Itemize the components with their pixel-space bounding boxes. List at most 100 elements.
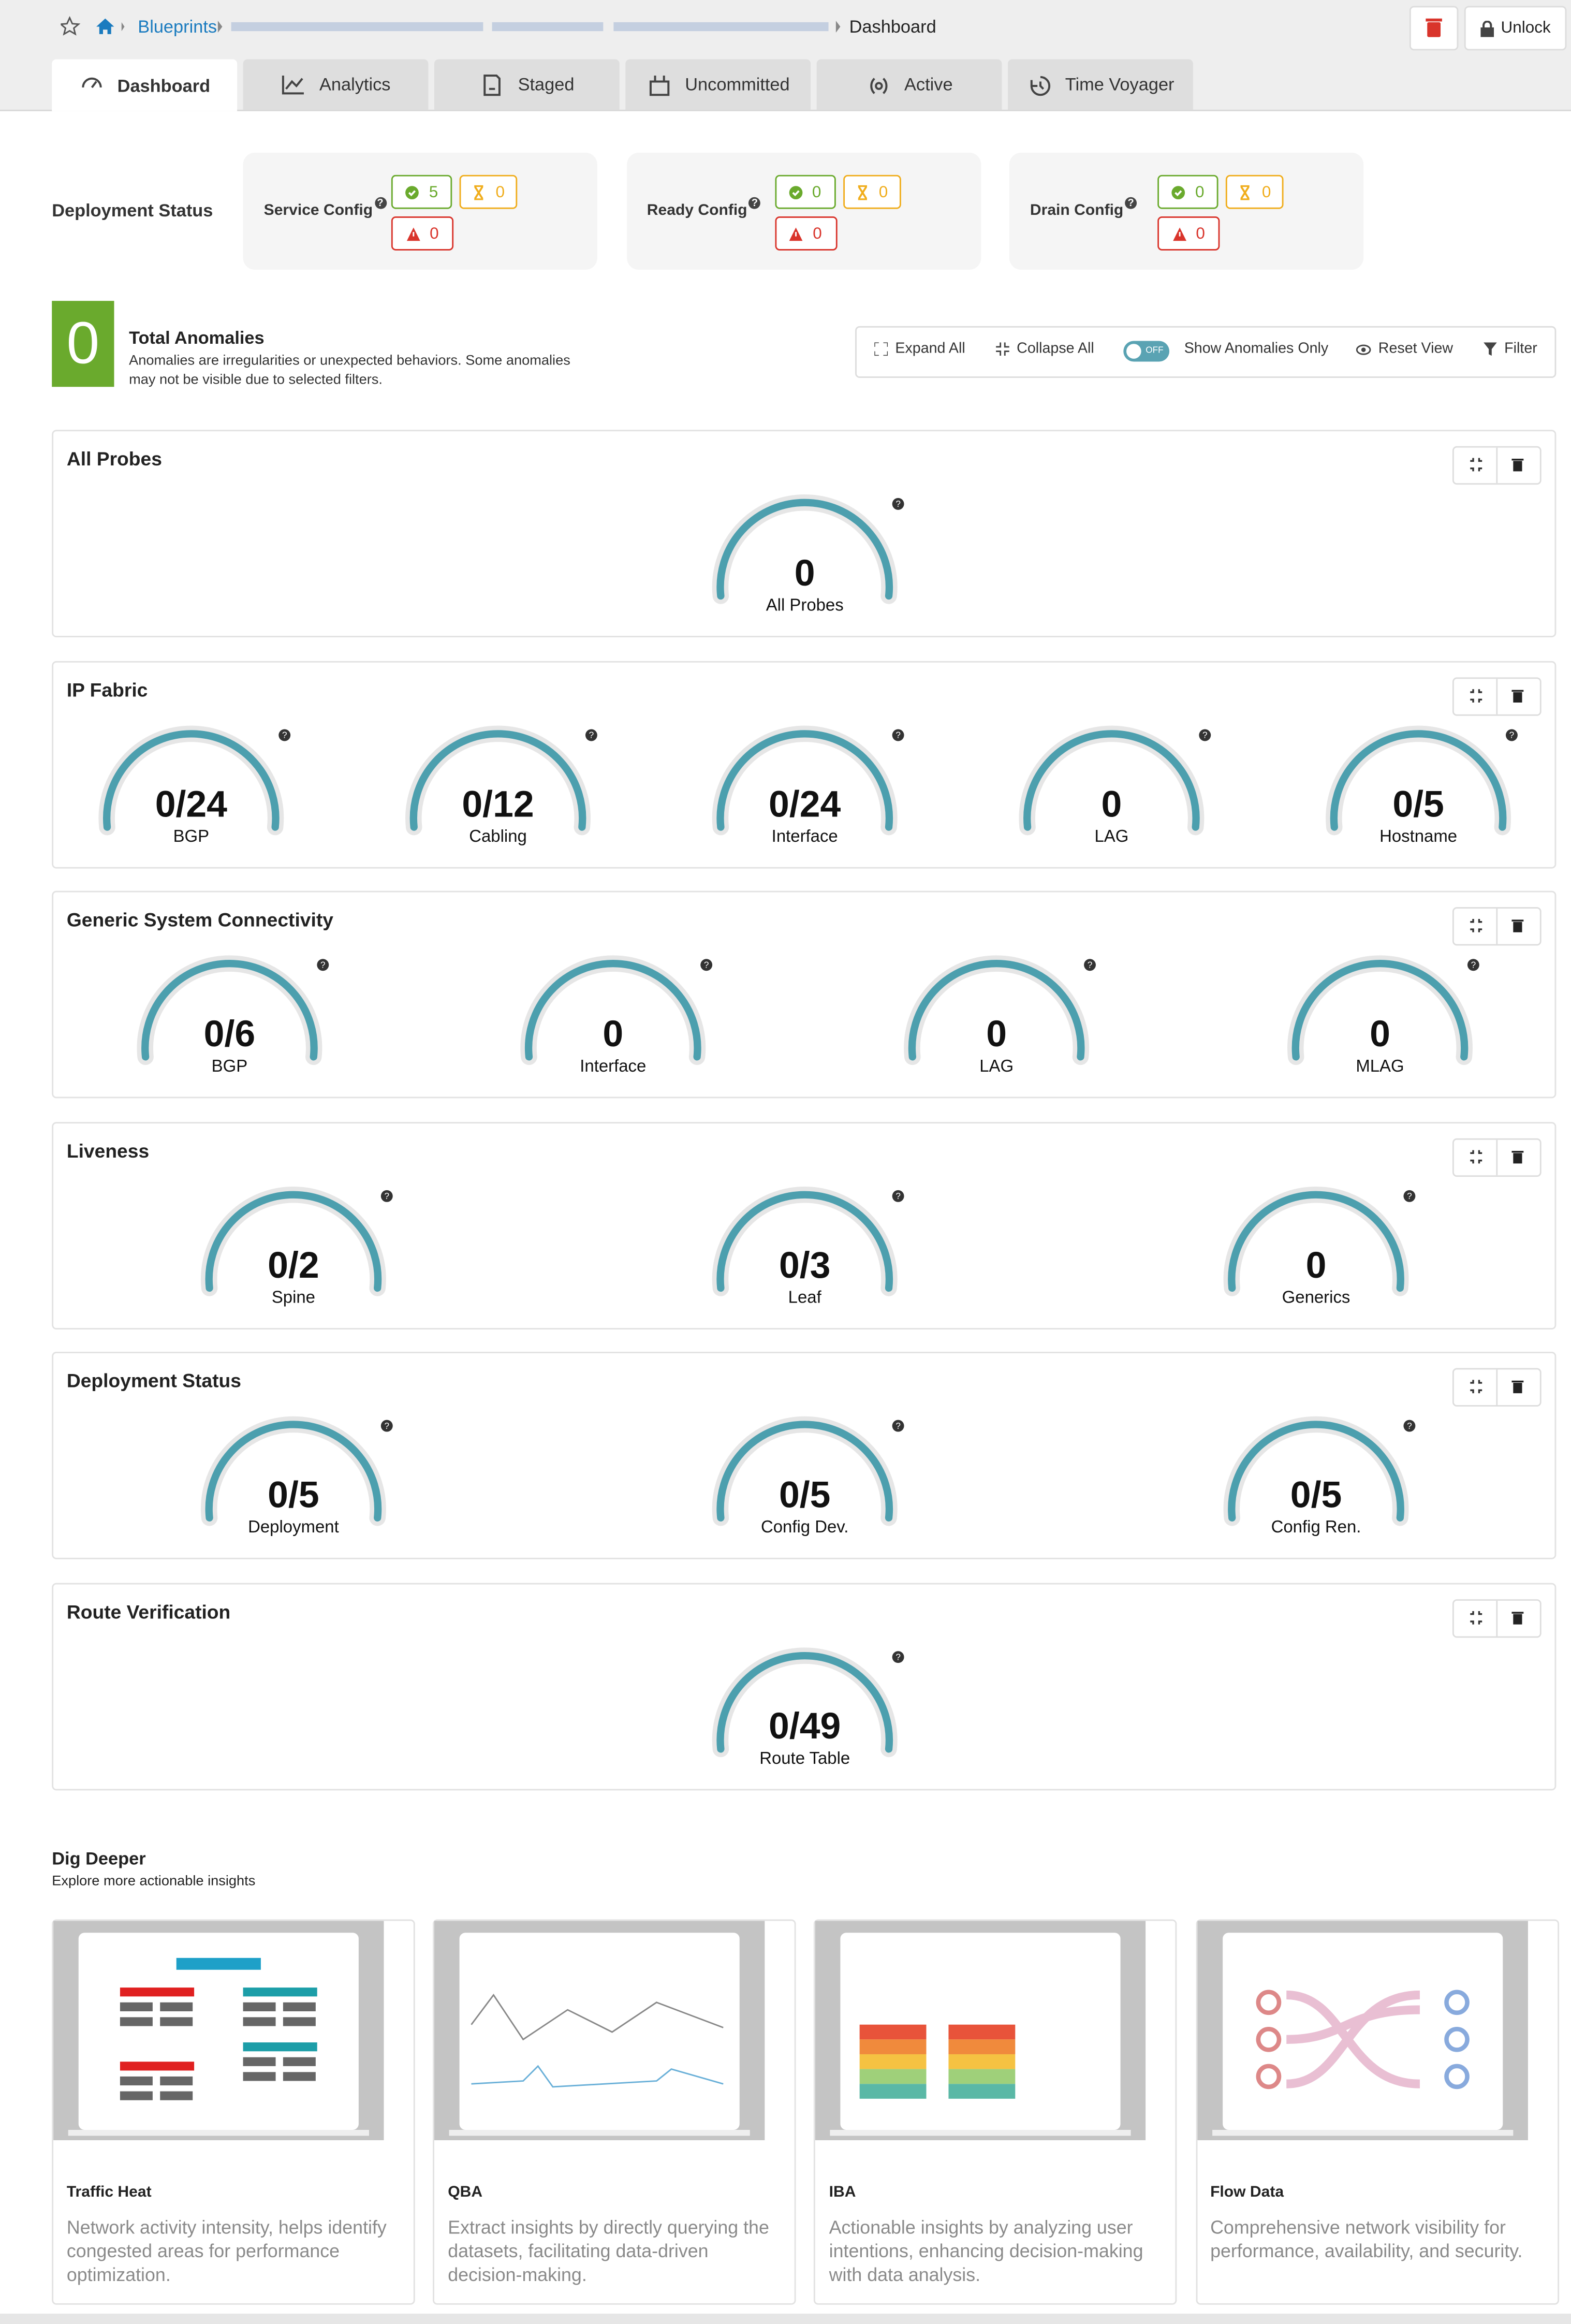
icon <box>475 184 484 200</box>
icon <box>1356 344 1371 355</box>
breadcrumb-link[interactable]: Blueprints <box>138 16 217 37</box>
status-pill: 0 <box>1225 174 1284 209</box>
thumb-detail <box>1255 2027 1281 2052</box>
thumb-detail <box>283 2017 316 2026</box>
pill-value: 0 <box>813 224 822 243</box>
panel: IP Fabric? 0/24 BGP? 0/12 Cabling? 0/24 Interf… <box>52 660 1557 868</box>
trash-icon <box>1513 691 1522 702</box>
trash-lid <box>1511 1612 1524 1614</box>
panel-buttons <box>1452 1368 1541 1408</box>
gauge-value: 0/5 <box>1392 783 1444 824</box>
thumb-base <box>830 2129 1132 2136</box>
expand-all[interactable]: Expand All <box>874 341 965 357</box>
help-mark: ? <box>895 499 901 509</box>
help-mark: ? <box>1088 960 1093 970</box>
thumb-detail <box>120 2017 153 2026</box>
tab[interactable]: Dashboard <box>52 59 238 111</box>
thumb-detail <box>1285 1990 1419 2088</box>
panel-buttons <box>1452 907 1541 946</box>
help-icon <box>1199 728 1211 741</box>
collapse-all[interactable]: Collapse All <box>996 341 1094 357</box>
label-text: Service Config <box>263 201 373 220</box>
thumb-base <box>1211 2129 1513 2136</box>
label-text: Ready Config <box>647 201 747 220</box>
gauge-value: 0/5 <box>779 1475 830 1516</box>
tab-label: Uncommitted <box>685 74 790 95</box>
unlock-button[interactable]: Unlock <box>1464 6 1567 51</box>
gauge-label: Deployment <box>248 1517 339 1537</box>
pill-value: 0 <box>812 183 821 201</box>
help-icon <box>892 1420 904 1433</box>
gauge-arc <box>716 499 893 600</box>
help-icon <box>380 1190 393 1202</box>
gauge-value: 0/3 <box>779 1244 830 1285</box>
lock-icon <box>1480 20 1494 37</box>
anomaly-title: Total Anomalies <box>129 327 265 348</box>
tab-icon <box>870 77 888 94</box>
gauge-label: Hostname <box>1379 826 1457 845</box>
thumb-detail <box>243 1987 317 1997</box>
panel: Liveness? 0/2 Spine? 0/3 Leaf? 0 Generics <box>52 1121 1557 1329</box>
tab[interactable]: Active <box>816 59 1002 110</box>
gauge-value: 0/2 <box>268 1244 319 1285</box>
dig-deeper-subtitle: Explore more actionable insights <box>52 1873 256 1890</box>
panel: Generic System Connectivity? 0/6 BGP? 0 Inte… <box>52 891 1557 1099</box>
status-card: Ready Config? 0 0 0 <box>626 152 981 270</box>
insight-card[interactable]: Flow Data Comprehensive network visibilit… <box>1195 1919 1559 2305</box>
tab[interactable]: Uncommitted <box>625 59 811 110</box>
help-mark: ? <box>385 1191 390 1201</box>
filter[interactable]: Filter <box>1484 341 1537 357</box>
thumb-detail <box>160 2017 193 2026</box>
panel: All Probes? 0 All Probes <box>52 430 1557 638</box>
gauge-label: Interface <box>772 826 838 845</box>
tab[interactable]: Time Voyager <box>1007 59 1193 110</box>
help-icon <box>585 728 597 741</box>
help-icon <box>1506 728 1518 741</box>
tab[interactable]: Staged <box>434 59 620 110</box>
help-mark: ? <box>895 729 901 740</box>
status-pill: 5 <box>391 174 452 209</box>
help-icon <box>1084 959 1096 971</box>
trash-lid <box>1511 919 1524 922</box>
reset-view[interactable]: Reset View <box>1356 341 1453 357</box>
tab-label: Dashboard <box>117 75 211 96</box>
thumb-detail <box>160 2091 193 2100</box>
icon-path <box>484 74 502 95</box>
pill-value: 0 <box>495 183 505 201</box>
panel-title: Deployment Status <box>66 1370 241 1393</box>
gauge-label: Config Dev. <box>761 1517 848 1537</box>
insight-card[interactable]: Traffic Heat Network activity intensity, … <box>52 1919 415 2305</box>
help-mark: ? <box>895 1421 901 1431</box>
nav-icons <box>61 16 125 36</box>
thumb-detail <box>120 2091 153 2100</box>
help-mark: ? <box>895 1651 901 1662</box>
thumb-detail <box>120 1987 195 1997</box>
icon <box>1179 231 1181 236</box>
gauge-arc <box>205 1421 382 1523</box>
panel-buttons <box>1452 1138 1541 1177</box>
status-pill: 0 <box>1157 216 1220 251</box>
pill-value: 0 <box>1196 224 1205 243</box>
status-card: Drain Config? 0 0 0 <box>1009 152 1364 270</box>
panel-button-icons <box>1470 1600 1524 1636</box>
help-icon <box>380 1420 393 1433</box>
thumb-detail <box>176 1957 261 1970</box>
insight-card[interactable]: QBA Extract insights by directly querying… <box>433 1919 797 2305</box>
trash-icon <box>1513 1614 1522 1625</box>
tab-icon <box>650 75 670 95</box>
trash-icon <box>1513 1383 1522 1394</box>
tab[interactable]: Analytics <box>243 59 429 110</box>
insight-card[interactable]: IBA Actionable insights by analyzing user… <box>814 1919 1178 2305</box>
thumb-detail <box>283 2072 316 2081</box>
label: Reset View <box>1378 341 1453 357</box>
delete-button[interactable] <box>1409 6 1459 51</box>
anomaly-count: 0 <box>52 301 114 387</box>
help-icon <box>317 959 329 971</box>
gauge-label: All Probes <box>766 595 844 615</box>
help-mark: ? <box>385 1421 390 1431</box>
collapse-icon <box>1470 1150 1482 1163</box>
gauge-label: LAG <box>1094 826 1128 845</box>
